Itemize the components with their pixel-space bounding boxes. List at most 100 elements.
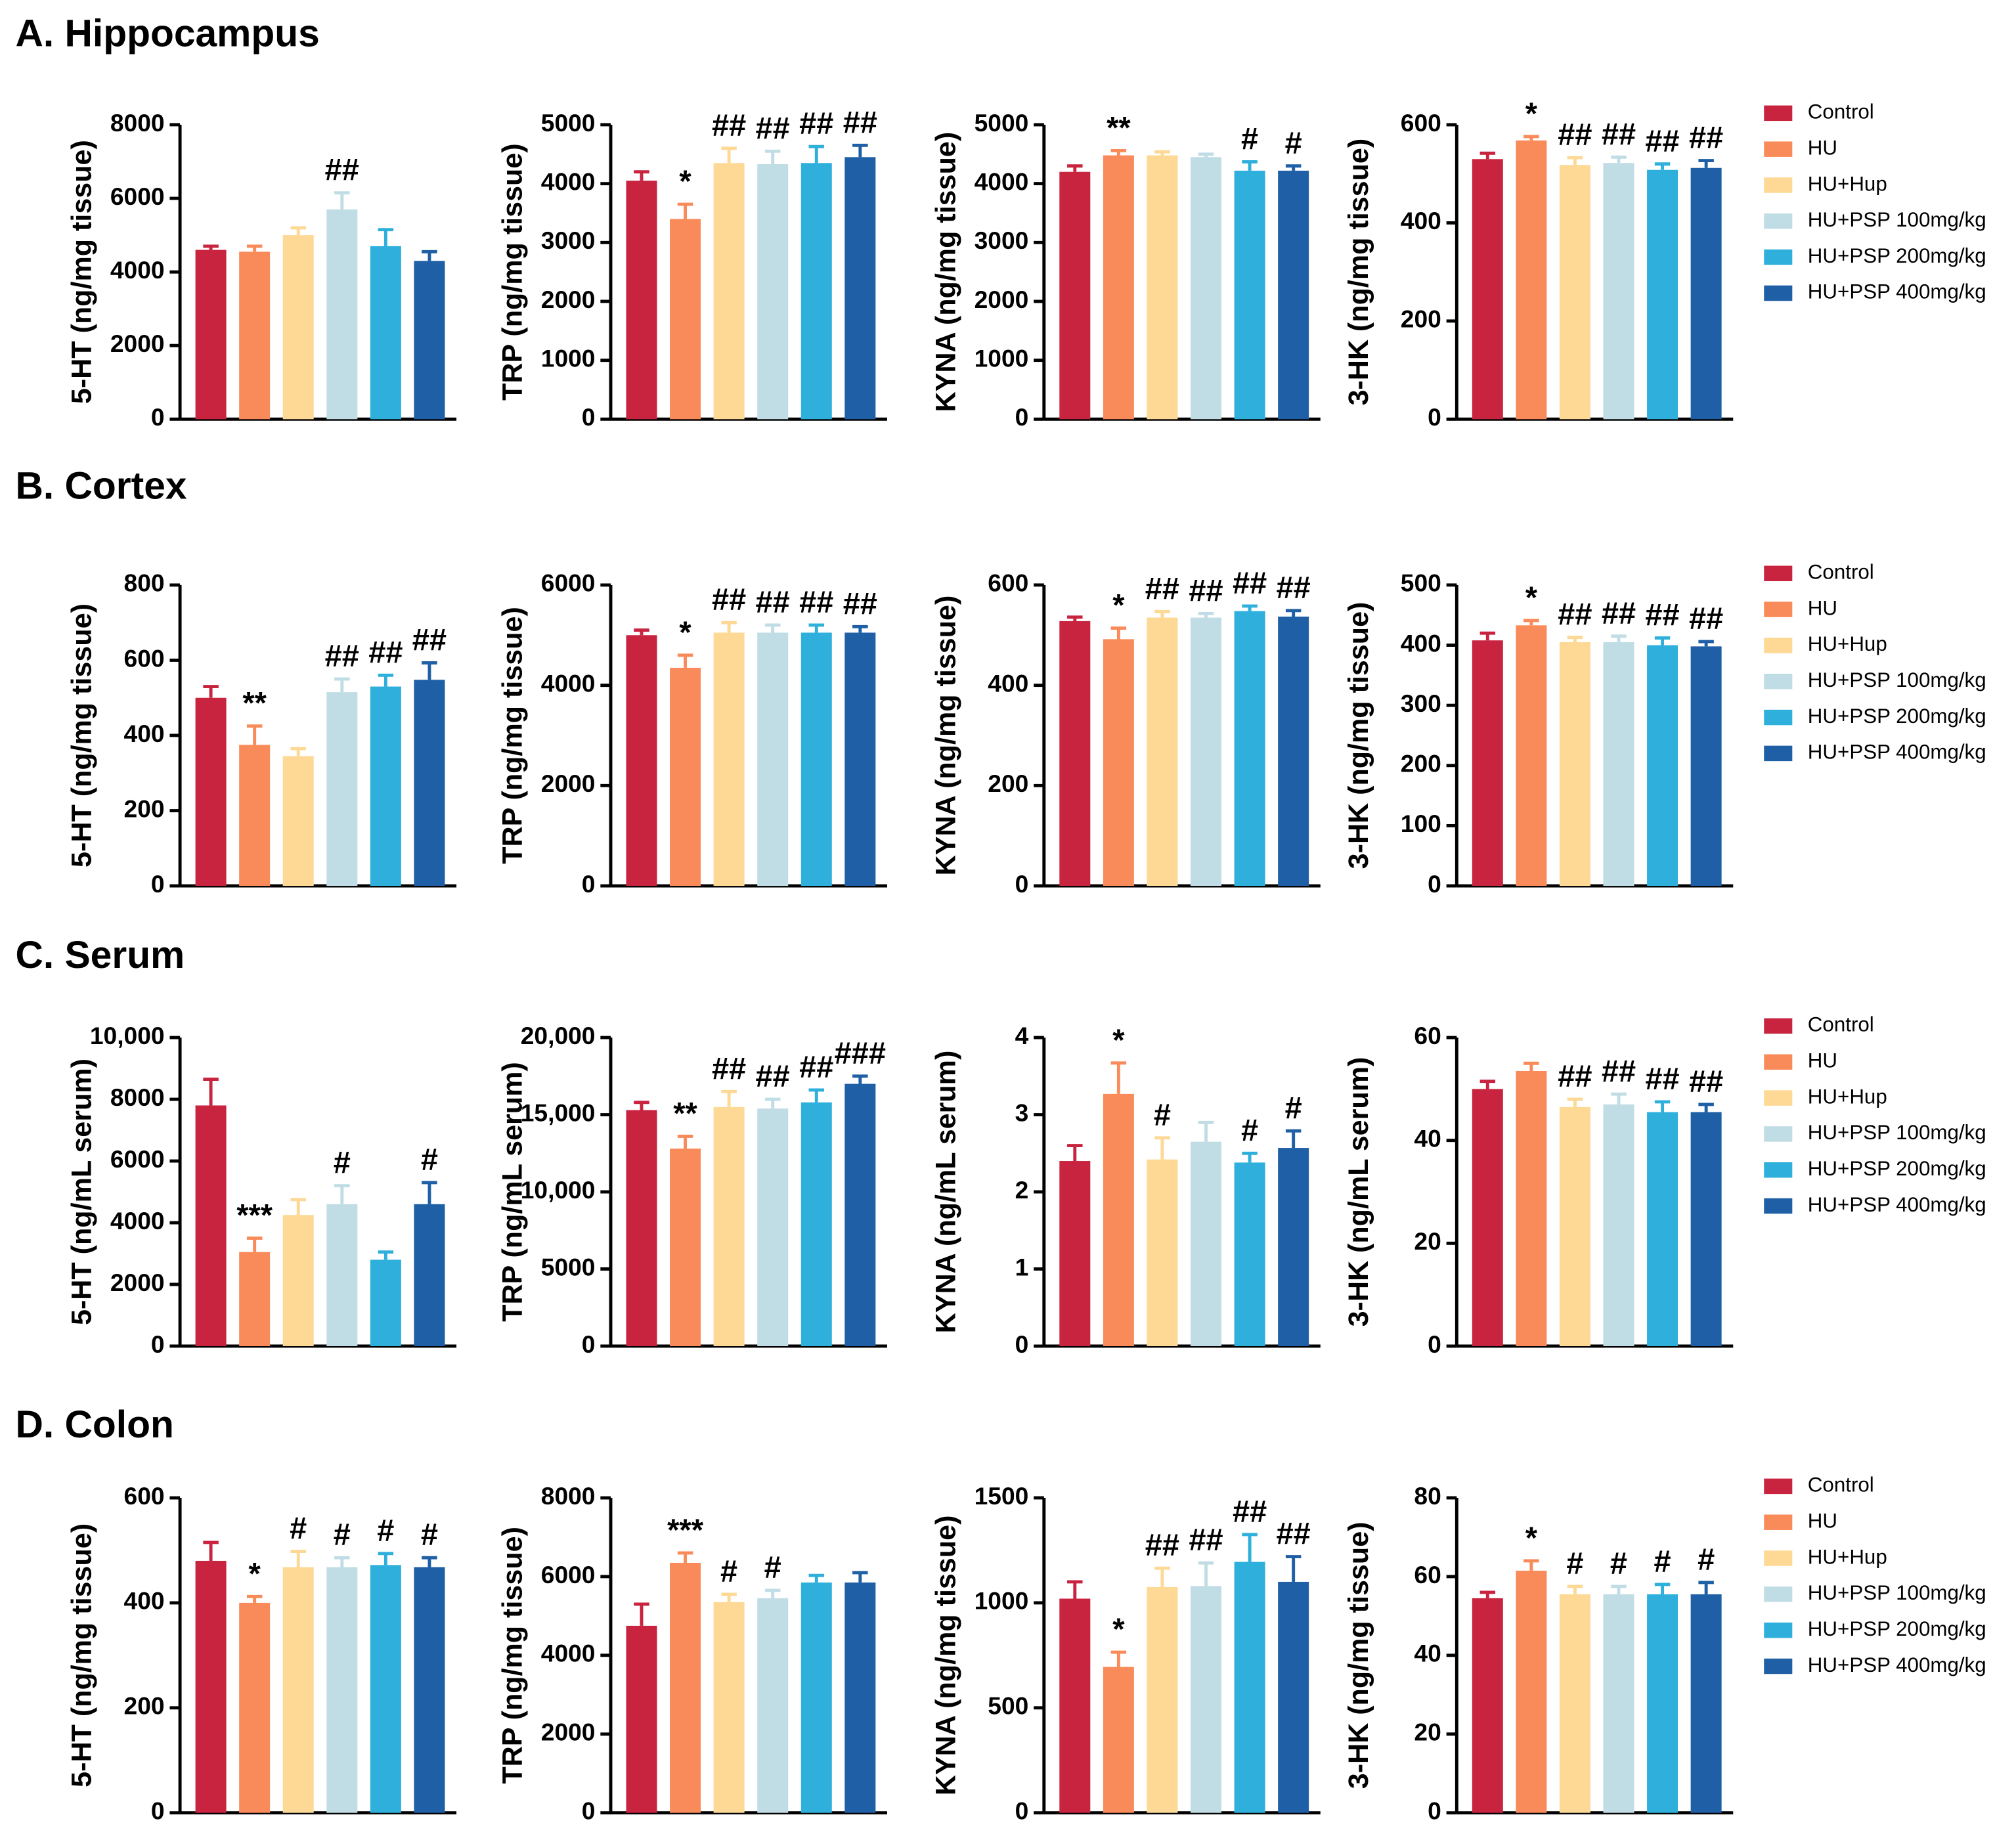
legend-label: HU bbox=[1808, 136, 1837, 159]
significance-label: ## bbox=[843, 586, 877, 621]
bar bbox=[1516, 625, 1547, 886]
bar bbox=[282, 1567, 314, 1813]
bar bbox=[1059, 1161, 1091, 1346]
bar bbox=[282, 235, 314, 420]
significance-label: ## bbox=[1189, 1522, 1223, 1557]
y-axis-label: 5-HT (ng/mg tissue) bbox=[66, 603, 98, 867]
significance-label: # bbox=[764, 1550, 781, 1585]
y-tick-label: 0 bbox=[151, 403, 165, 431]
bar bbox=[1278, 170, 1309, 420]
significance-label: ## bbox=[1645, 1061, 1679, 1096]
bar bbox=[1103, 1093, 1134, 1346]
bar bbox=[282, 1215, 314, 1346]
bar bbox=[1278, 1148, 1309, 1346]
legend-swatch bbox=[1764, 1054, 1793, 1070]
bar bbox=[370, 1259, 401, 1346]
y-tick-label: 10,000 bbox=[90, 1022, 165, 1049]
legend-label: HU+PSP 100mg/kg bbox=[1808, 668, 1986, 691]
bar bbox=[1647, 169, 1678, 420]
bar bbox=[844, 632, 876, 886]
legend-label: HU+PSP 400mg/kg bbox=[1808, 1193, 1986, 1216]
y-tick-label: 200 bbox=[988, 770, 1028, 797]
y-tick-label: 0 bbox=[582, 1797, 596, 1825]
bar bbox=[326, 209, 358, 420]
bar bbox=[1234, 611, 1265, 886]
y-tick-label: 40 bbox=[1414, 1125, 1441, 1152]
bar bbox=[670, 1562, 701, 1813]
y-tick-label: 5000 bbox=[975, 109, 1029, 137]
significance-label: # bbox=[334, 1145, 351, 1180]
y-tick-label: 1500 bbox=[975, 1482, 1029, 1510]
significance-label: ## bbox=[1689, 601, 1723, 636]
bar bbox=[414, 680, 445, 886]
significance-label: ## bbox=[1645, 123, 1679, 158]
bar bbox=[239, 1252, 271, 1346]
section-title: A. Hippocampus bbox=[15, 12, 319, 55]
significance-label: # bbox=[1698, 1542, 1715, 1577]
y-tick-label: 6000 bbox=[541, 1561, 596, 1588]
significance-label: ## bbox=[1689, 1064, 1723, 1099]
bar bbox=[1647, 1112, 1678, 1346]
section-title: D. Colon bbox=[15, 1403, 173, 1446]
bar bbox=[1603, 163, 1634, 420]
legend-swatch bbox=[1764, 213, 1793, 229]
legend-swatch bbox=[1764, 1198, 1793, 1214]
bar bbox=[195, 250, 227, 420]
legend-swatch bbox=[1764, 1658, 1793, 1674]
bar bbox=[1059, 171, 1091, 420]
significance-label: # bbox=[1241, 121, 1258, 156]
y-tick-label: 20,000 bbox=[521, 1022, 596, 1049]
significance-label: ## bbox=[1145, 1527, 1179, 1562]
bar bbox=[757, 1598, 789, 1813]
bar bbox=[626, 1110, 657, 1346]
legend-label: Control bbox=[1808, 100, 1874, 123]
y-axis-label: 3-HK (ng/mg tissue) bbox=[1343, 1522, 1374, 1789]
y-axis-label: 5-HT (ng/mg tissue) bbox=[66, 140, 98, 404]
significance-label: ## bbox=[756, 110, 790, 145]
y-tick-label: 4000 bbox=[541, 1640, 596, 1667]
significance-label: ## bbox=[1645, 598, 1679, 632]
bar bbox=[1191, 1141, 1222, 1346]
legend-label: HU bbox=[1808, 1509, 1837, 1532]
bar bbox=[713, 632, 745, 886]
legend-label: HU+PSP 400mg/kg bbox=[1808, 280, 1986, 303]
y-axis-label: KYNA (ng/mg tissue) bbox=[930, 1516, 961, 1796]
bar bbox=[1603, 1594, 1634, 1813]
bar bbox=[195, 697, 227, 886]
significance-label: ## bbox=[1558, 597, 1592, 632]
y-tick-label: 4000 bbox=[110, 256, 165, 284]
bar bbox=[1234, 170, 1265, 420]
y-axis-label: 3-HK (ng/mg tissue) bbox=[1343, 139, 1374, 406]
significance-label: * bbox=[1525, 580, 1538, 615]
bar bbox=[1191, 157, 1222, 420]
significance-label: ## bbox=[712, 108, 746, 142]
legend-swatch bbox=[1764, 105, 1793, 121]
y-axis-label: 5-HT (ng/mL serum) bbox=[66, 1059, 98, 1325]
bar bbox=[326, 1567, 358, 1813]
y-tick-label: 0 bbox=[1015, 1330, 1029, 1358]
significance-label: ## bbox=[1233, 1494, 1267, 1529]
bar bbox=[370, 686, 401, 886]
legend-swatch bbox=[1764, 1478, 1793, 1495]
bar bbox=[414, 261, 445, 420]
significance-label: # bbox=[1566, 1546, 1583, 1581]
y-tick-label: 2 bbox=[1015, 1176, 1029, 1204]
bar bbox=[1690, 167, 1722, 420]
y-tick-label: 8000 bbox=[110, 1083, 165, 1111]
bar bbox=[1147, 155, 1178, 420]
significance-label: ## bbox=[1602, 1053, 1636, 1088]
y-axis-label: KYNA (ng/mL serum) bbox=[930, 1051, 961, 1334]
significance-label: ## bbox=[1689, 120, 1723, 155]
y-tick-label: 400 bbox=[1401, 207, 1441, 234]
y-tick-label: 200 bbox=[1401, 305, 1441, 333]
y-tick-label: 300 bbox=[1401, 689, 1441, 717]
y-tick-label: 400 bbox=[124, 1587, 165, 1615]
bar bbox=[713, 1602, 745, 1813]
bar bbox=[1559, 165, 1590, 420]
significance-label: * bbox=[679, 615, 691, 649]
y-tick-label: 60 bbox=[1414, 1561, 1441, 1588]
bar bbox=[195, 1560, 227, 1813]
significance-label: * bbox=[679, 164, 691, 198]
y-tick-label: 20 bbox=[1414, 1718, 1441, 1746]
legend-label: Control bbox=[1808, 561, 1874, 584]
